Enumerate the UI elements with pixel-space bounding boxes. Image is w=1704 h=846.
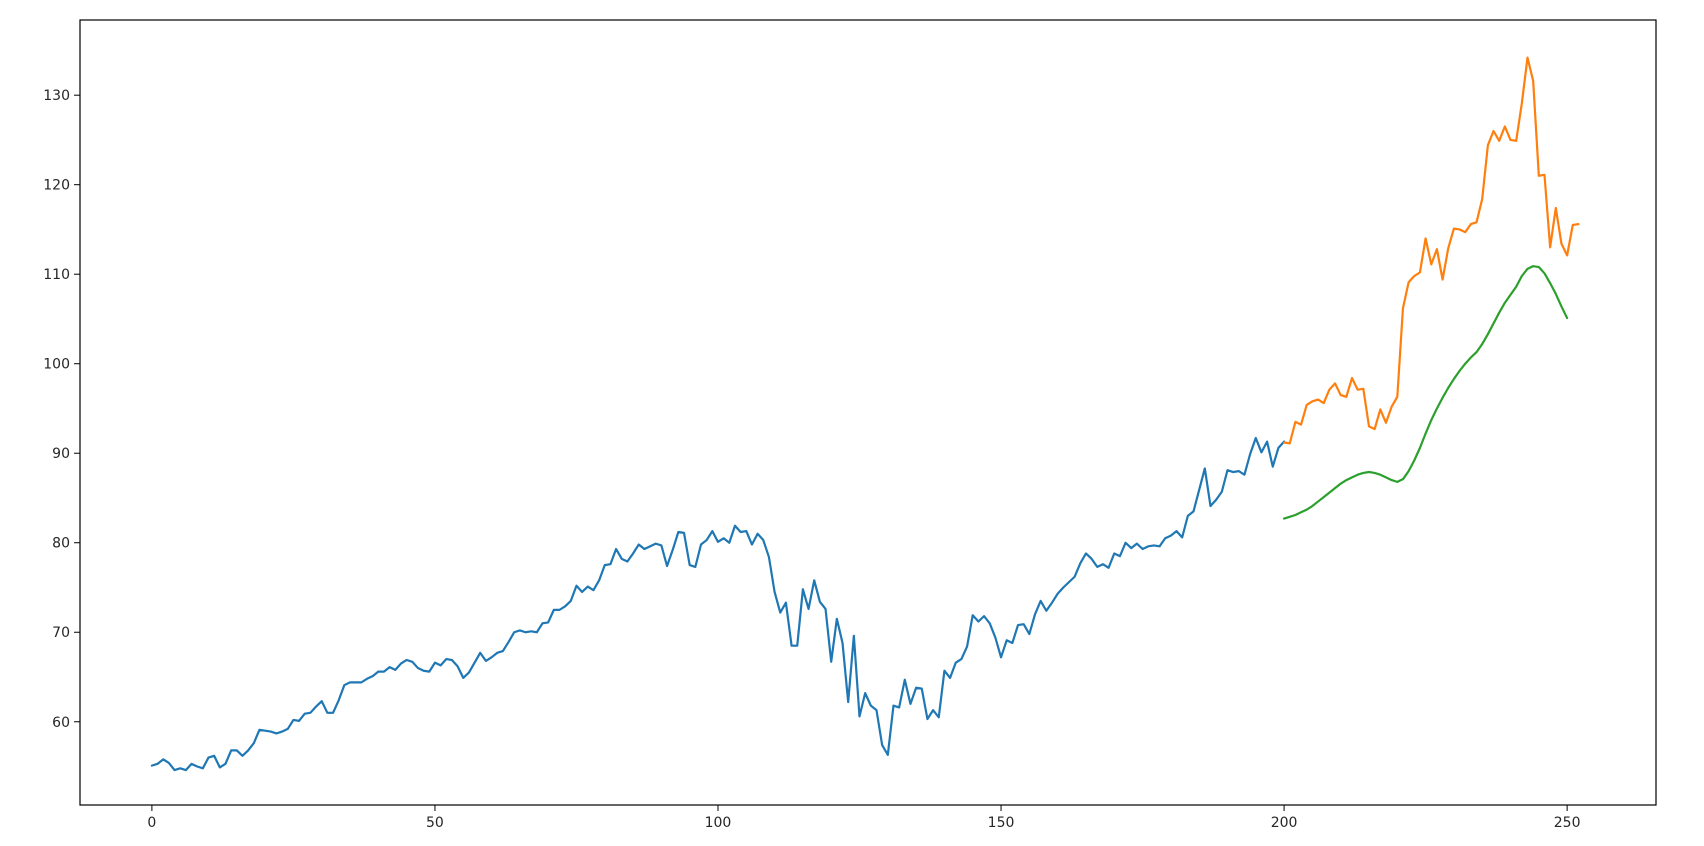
x-tick-label: 0	[147, 815, 156, 831]
y-tick-label: 110	[43, 267, 70, 283]
x-tick-label: 200	[1271, 815, 1298, 831]
series-line-3	[1282, 265, 1569, 520]
y-axis: 60 70 80 90 100 110 120 130	[43, 88, 80, 731]
y-tick-label: 60	[52, 715, 70, 731]
series-line-1	[150, 436, 1286, 772]
series-line-2	[1282, 56, 1580, 445]
x-axis: 0 50 100 150 200 250	[147, 805, 1580, 831]
plot-frame	[79, 19, 1657, 806]
x-tick-label: 100	[705, 815, 732, 831]
y-tick-label: 130	[43, 88, 70, 104]
series-layer	[150, 56, 1580, 772]
x-tick-label: 50	[426, 815, 444, 831]
y-tick-label: 100	[43, 357, 70, 373]
y-tick-label: 70	[52, 625, 70, 641]
x-tick-label: 150	[988, 815, 1015, 831]
x-tick-label: 250	[1554, 815, 1581, 831]
y-tick-label: 120	[43, 178, 70, 194]
y-tick-label: 90	[52, 446, 70, 462]
y-tick-label: 80	[52, 536, 70, 552]
